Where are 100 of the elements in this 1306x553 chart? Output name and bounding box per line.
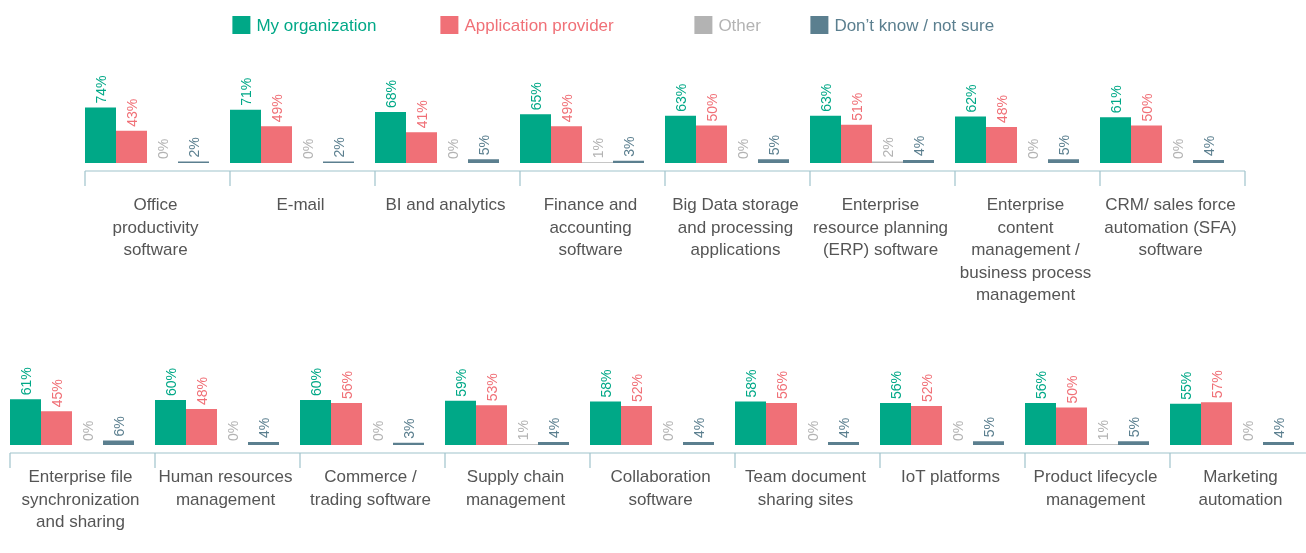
bar bbox=[1193, 160, 1224, 163]
data-label: 5% bbox=[475, 135, 492, 156]
bar bbox=[903, 160, 934, 163]
bar bbox=[766, 403, 797, 445]
data-label: 61% bbox=[17, 367, 34, 396]
bar bbox=[248, 442, 279, 445]
data-label: 49% bbox=[558, 94, 575, 123]
data-label: 56% bbox=[887, 370, 904, 399]
data-label: 0% bbox=[299, 138, 316, 159]
bar bbox=[880, 403, 911, 445]
data-label: 3% bbox=[620, 136, 637, 157]
x-tick-label: Commerce / trading software bbox=[310, 467, 431, 509]
data-label: 0% bbox=[224, 420, 241, 441]
data-label: 4% bbox=[910, 135, 927, 156]
bar bbox=[1170, 403, 1201, 445]
data-label: 0% bbox=[1169, 138, 1186, 159]
bar bbox=[520, 114, 551, 163]
bar bbox=[10, 399, 41, 445]
data-label: 0% bbox=[369, 420, 386, 441]
bar bbox=[1118, 441, 1149, 445]
bar bbox=[696, 125, 727, 163]
data-label: 0% bbox=[804, 420, 821, 441]
data-label: 4% bbox=[1200, 135, 1217, 156]
bar bbox=[1025, 403, 1056, 445]
x-tick-label: Big Data storage and processing applications bbox=[672, 195, 799, 259]
data-label: 2% bbox=[330, 137, 347, 158]
data-label: 74% bbox=[92, 75, 109, 104]
x-tick-label: BI and analytics bbox=[385, 195, 506, 214]
data-label: 2% bbox=[879, 137, 896, 158]
bar bbox=[665, 115, 696, 163]
x-tick-label: Enterprise resource planning (ERP) software bbox=[812, 195, 949, 259]
legend-label: Application provider bbox=[464, 16, 615, 35]
data-label: 56% bbox=[773, 370, 790, 399]
bar bbox=[331, 403, 362, 445]
bar bbox=[758, 159, 789, 163]
data-label: 4% bbox=[690, 417, 707, 438]
bar bbox=[683, 442, 714, 445]
data-label: 2% bbox=[185, 137, 202, 158]
data-label: 0% bbox=[1239, 420, 1256, 441]
x-tick-label: Supply chain management bbox=[465, 467, 566, 509]
data-label: 5% bbox=[765, 135, 782, 156]
bar bbox=[1048, 159, 1079, 163]
data-label: 50% bbox=[1138, 93, 1155, 122]
data-label: 1% bbox=[589, 138, 606, 159]
data-label: 59% bbox=[452, 368, 469, 397]
bar bbox=[538, 442, 569, 445]
data-label: 63% bbox=[817, 83, 834, 112]
data-label: 0% bbox=[734, 138, 751, 159]
data-label: 56% bbox=[338, 370, 355, 399]
data-label: 57% bbox=[1208, 370, 1225, 399]
data-label: 4% bbox=[255, 417, 272, 438]
legend-label: Other bbox=[718, 16, 762, 35]
data-label: 0% bbox=[1024, 138, 1041, 159]
data-label: 65% bbox=[527, 82, 544, 111]
bar bbox=[551, 126, 582, 163]
data-label: 50% bbox=[703, 93, 720, 122]
bar bbox=[116, 130, 147, 163]
bar bbox=[1056, 407, 1087, 445]
bar bbox=[375, 112, 406, 163]
data-label: 0% bbox=[444, 138, 461, 159]
bar bbox=[810, 115, 841, 163]
data-label: 4% bbox=[1270, 417, 1287, 438]
data-label: 56% bbox=[1032, 370, 1049, 399]
data-label: 53% bbox=[483, 373, 500, 402]
data-label: 0% bbox=[949, 420, 966, 441]
bar bbox=[590, 401, 621, 445]
data-label: 5% bbox=[1055, 135, 1072, 156]
data-label: 52% bbox=[918, 373, 935, 402]
bar bbox=[1201, 402, 1232, 445]
bar bbox=[911, 406, 942, 445]
bar bbox=[1263, 442, 1294, 445]
data-label: 61% bbox=[1107, 85, 1124, 114]
bar bbox=[468, 159, 499, 163]
x-tick-label: Collaboration software bbox=[610, 467, 711, 509]
data-label: 5% bbox=[980, 417, 997, 438]
x-tick-label: IoT platforms bbox=[901, 467, 1000, 486]
bar bbox=[735, 401, 766, 445]
data-label: 62% bbox=[962, 84, 979, 113]
bar bbox=[406, 132, 437, 163]
data-label: 0% bbox=[79, 420, 96, 441]
data-label: 58% bbox=[742, 369, 759, 398]
bar bbox=[155, 400, 186, 445]
x-tick-label: Human resources management bbox=[158, 467, 293, 509]
legend-label: My organization bbox=[256, 16, 377, 35]
bar bbox=[261, 126, 292, 163]
data-label: 63% bbox=[672, 83, 689, 112]
data-label: 3% bbox=[400, 418, 417, 439]
bar bbox=[955, 116, 986, 163]
bar bbox=[1131, 125, 1162, 163]
data-label: 51% bbox=[848, 92, 865, 121]
data-label: 52% bbox=[628, 373, 645, 402]
bar bbox=[41, 411, 72, 445]
data-label: 0% bbox=[659, 420, 676, 441]
bar bbox=[973, 441, 1004, 445]
data-label: 4% bbox=[835, 417, 852, 438]
data-label: 41% bbox=[413, 100, 430, 129]
x-tick-label: Finance and accounting software bbox=[543, 195, 638, 259]
bar bbox=[476, 405, 507, 445]
data-label: 60% bbox=[162, 367, 179, 396]
data-label: 58% bbox=[597, 369, 614, 398]
